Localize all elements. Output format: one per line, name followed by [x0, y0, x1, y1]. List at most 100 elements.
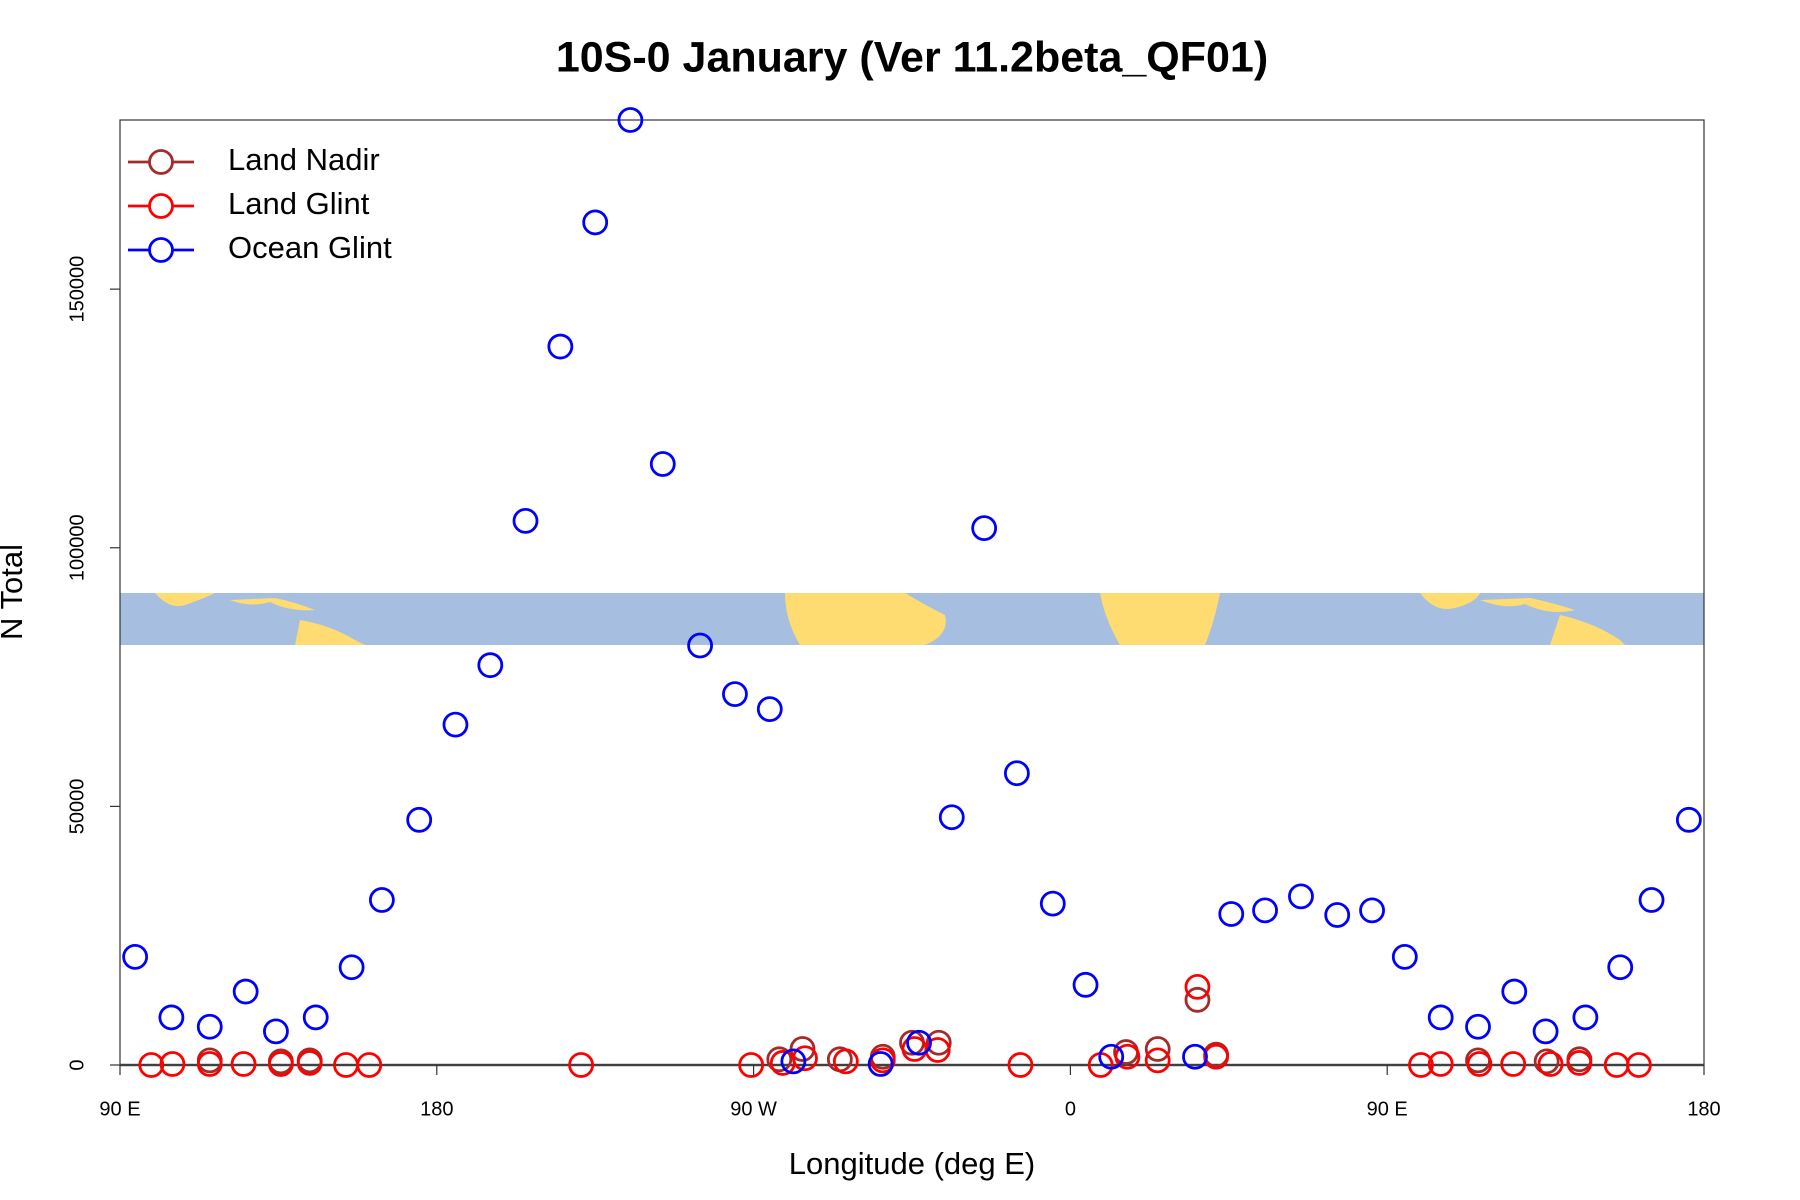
point [159, 1051, 186, 1077]
point [1144, 1036, 1171, 1062]
point [1182, 1043, 1208, 1070]
point [1566, 1050, 1593, 1076]
point [1501, 978, 1528, 1005]
point [1427, 1004, 1454, 1031]
point [158, 1004, 185, 1031]
point [1408, 1052, 1434, 1078]
point [338, 954, 365, 981]
x-tick-label: 90 W [730, 1098, 777, 1120]
point [230, 1051, 257, 1077]
point [263, 1018, 289, 1045]
land [1420, 593, 1480, 609]
land [295, 620, 365, 645]
point [1533, 1048, 1560, 1075]
legend-symbol [148, 149, 174, 175]
point [1252, 897, 1278, 924]
point [792, 1045, 818, 1072]
point [1203, 1043, 1230, 1070]
point [302, 1004, 329, 1031]
land [1480, 598, 1575, 612]
point [649, 451, 676, 477]
point [122, 943, 149, 970]
legend-label: Ocean Glint [228, 230, 392, 265]
y-tick-label: 100000 [66, 514, 88, 581]
point [722, 681, 748, 708]
point [1114, 1043, 1141, 1070]
land [1100, 593, 1220, 645]
point [766, 1046, 793, 1073]
x-tick-label: 0 [1065, 1098, 1076, 1120]
point [1359, 897, 1385, 924]
point [547, 333, 574, 360]
point [232, 978, 259, 1005]
point [1500, 1051, 1527, 1077]
legend-label: Land Nadir [228, 142, 380, 177]
point [138, 1052, 165, 1078]
point [869, 1047, 896, 1074]
point [368, 887, 395, 913]
land [230, 598, 315, 611]
y-tick-label: 0 [66, 1059, 88, 1070]
point [1184, 973, 1211, 1000]
point [582, 209, 609, 236]
point [442, 711, 469, 738]
x-tick-label: 180 [420, 1098, 453, 1120]
point [512, 507, 539, 534]
point [196, 1013, 223, 1040]
point [971, 515, 998, 542]
point [687, 632, 713, 659]
x-tick-label: 180 [1687, 1098, 1720, 1120]
point [406, 806, 433, 833]
point [756, 696, 783, 723]
point [1007, 1052, 1034, 1078]
point [1218, 901, 1245, 927]
point [780, 1048, 807, 1075]
point [617, 107, 644, 133]
legend-symbol [148, 237, 174, 263]
point [1466, 1051, 1493, 1077]
point [1675, 806, 1702, 833]
point [196, 1051, 223, 1077]
point [356, 1052, 383, 1078]
point [267, 1051, 294, 1077]
chart-title: 10S-0 January (Ver 11.2beta_QF01) [556, 33, 1268, 81]
land [785, 593, 946, 645]
point [568, 1052, 595, 1078]
point [1039, 890, 1066, 917]
point [1072, 971, 1099, 998]
land [1550, 615, 1625, 645]
point [477, 652, 504, 679]
point [1003, 760, 1030, 787]
point [1638, 887, 1665, 913]
point [1184, 986, 1211, 1013]
point [1391, 943, 1418, 970]
point [1572, 1004, 1599, 1031]
x-axis-title: Longitude (deg E) [789, 1146, 1035, 1181]
point [1465, 1013, 1491, 1040]
point [1537, 1051, 1564, 1077]
point [832, 1048, 859, 1075]
legend-symbol [148, 193, 174, 219]
land [155, 593, 215, 607]
y-axis-title: N Total [0, 544, 29, 640]
point [906, 1029, 932, 1056]
point [296, 1050, 323, 1076]
point [867, 1051, 894, 1077]
y-tick-label: 50000 [66, 779, 88, 835]
point [1427, 1051, 1454, 1077]
x-tick-label: 90 E [1367, 1098, 1408, 1120]
map-strip [120, 593, 1704, 645]
point [1625, 1052, 1652, 1078]
point [938, 804, 965, 831]
x-tick-label: 90 E [99, 1098, 140, 1120]
point [1324, 902, 1351, 928]
plot-frame [119, 119, 1705, 1066]
point [738, 1052, 765, 1078]
marks [122, 107, 1702, 1078]
legend-label: Land Glint [228, 186, 370, 221]
y-tick-label: 150000 [66, 256, 88, 323]
point [1532, 1018, 1559, 1045]
point [1098, 1043, 1125, 1070]
